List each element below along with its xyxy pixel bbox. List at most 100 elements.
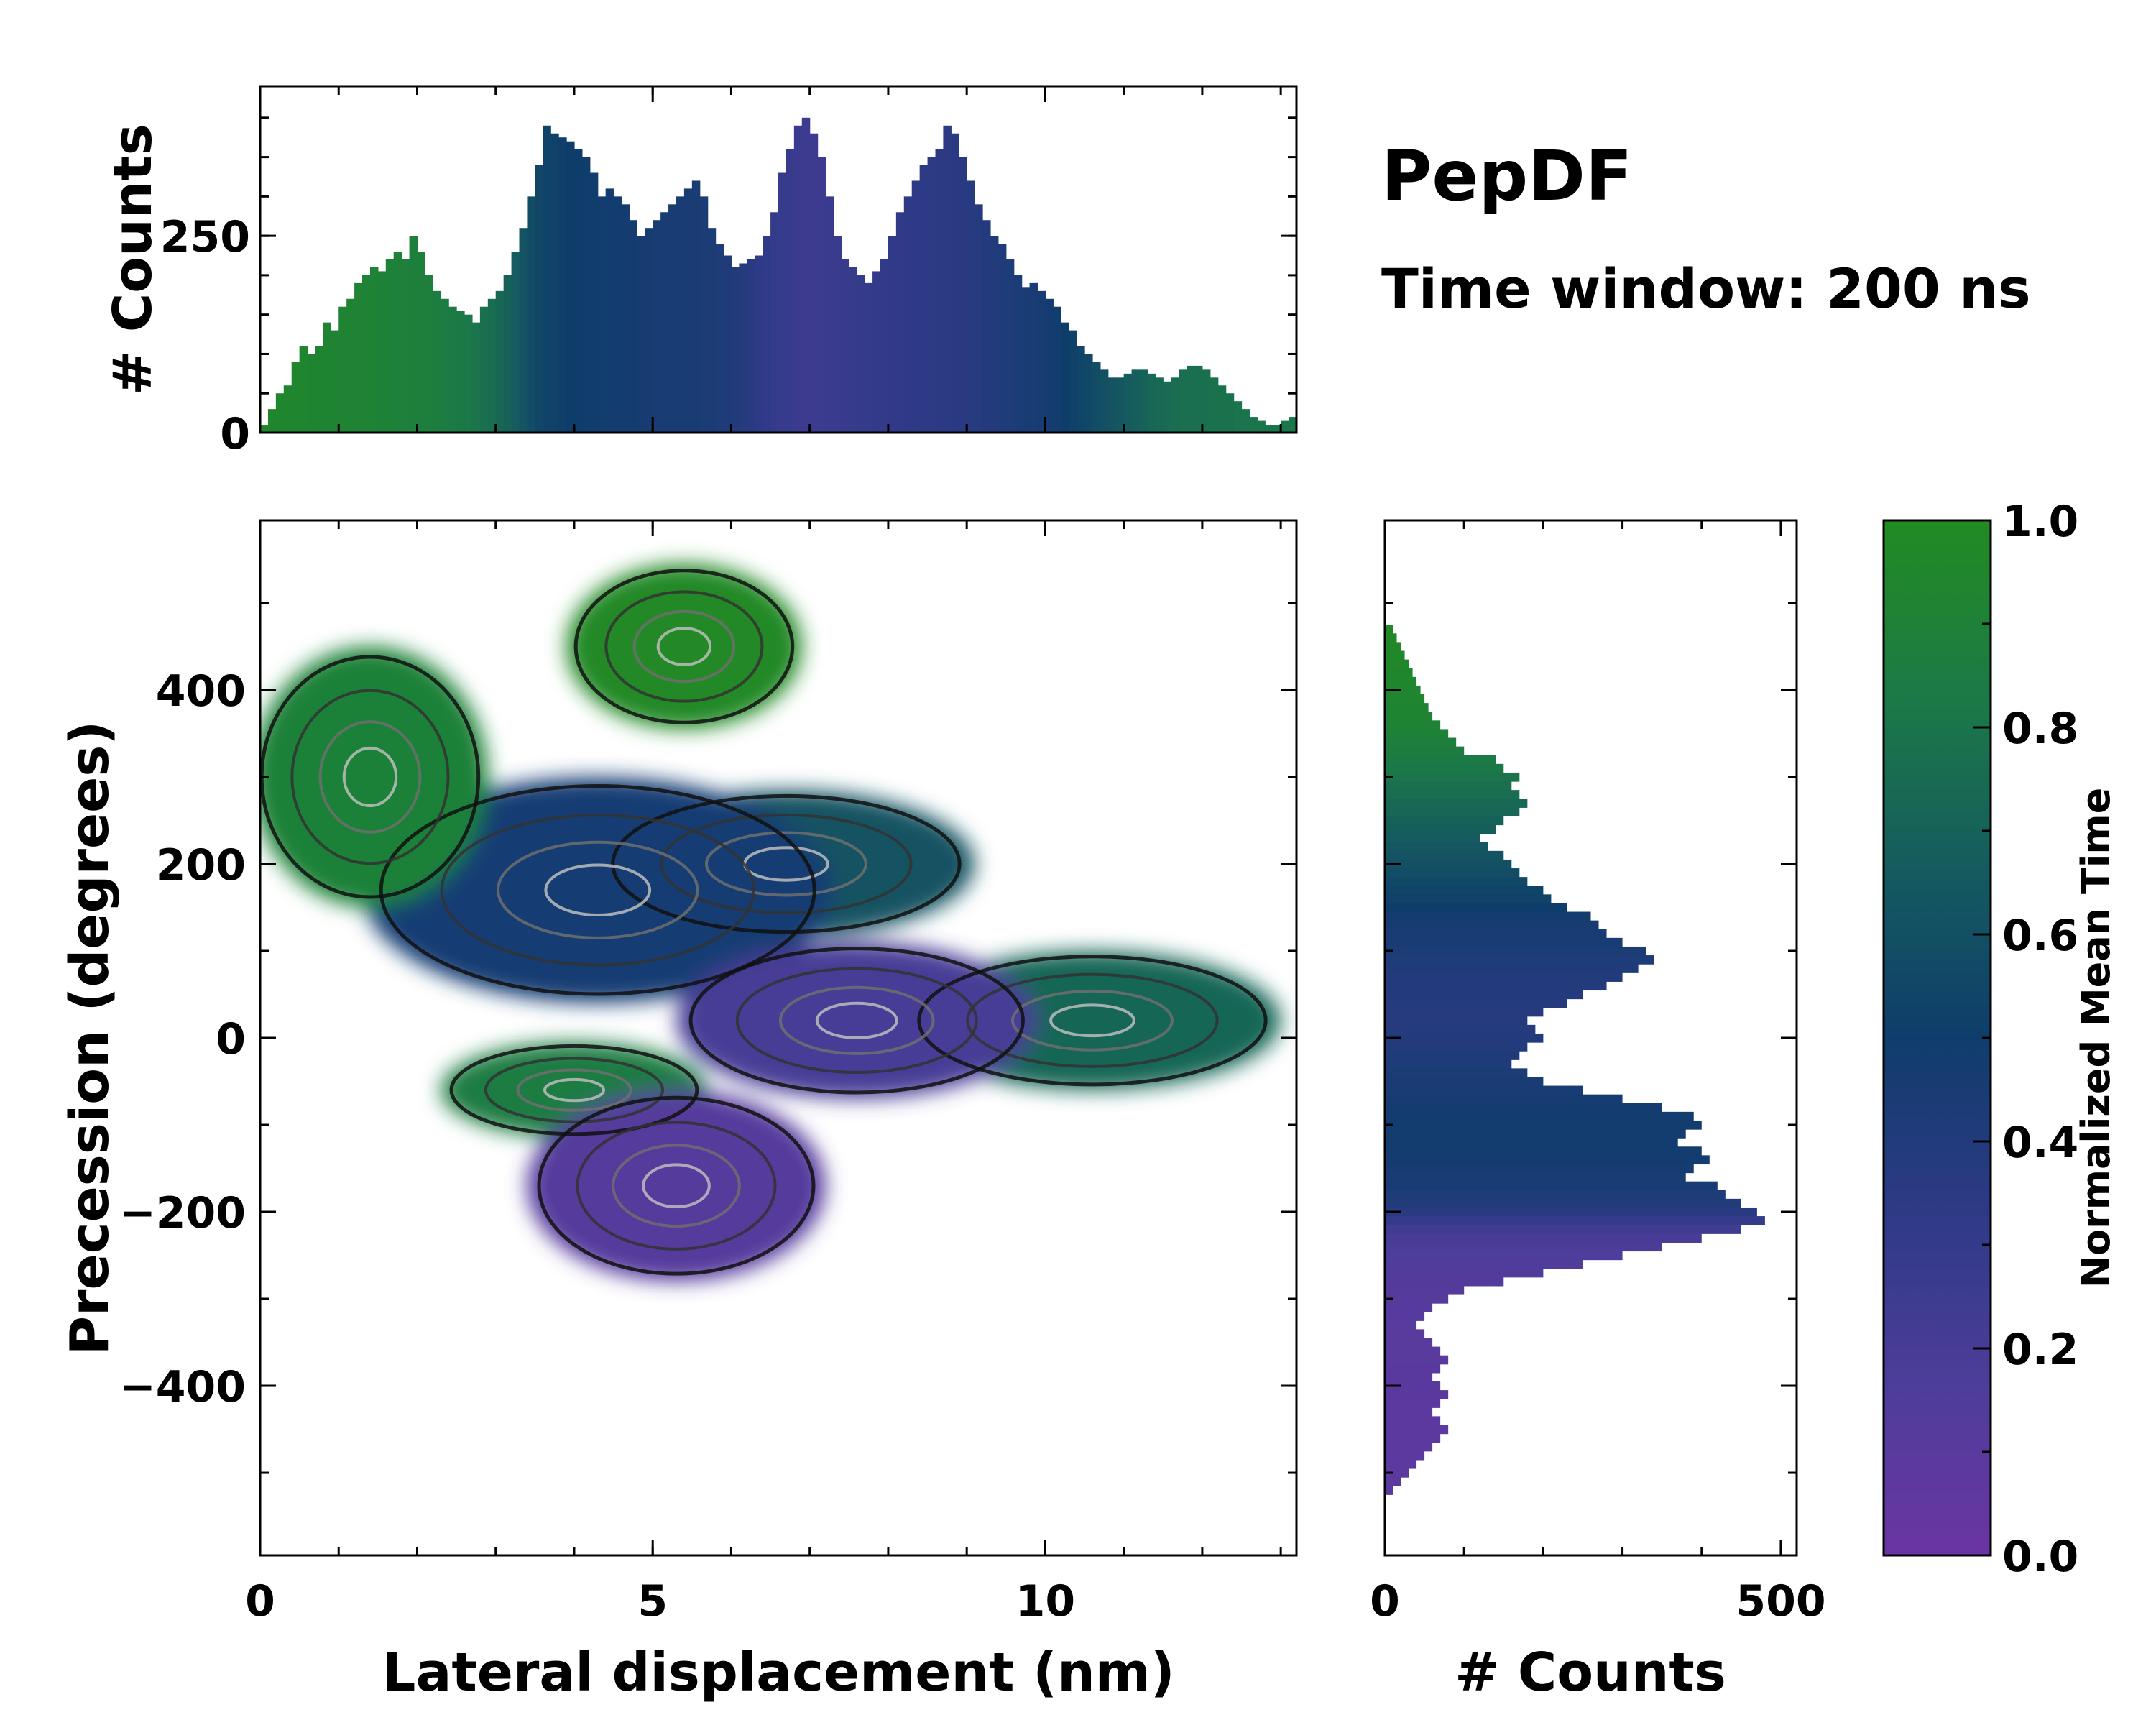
heatmap-contour	[1011, 989, 1174, 1052]
top-histogram-bar	[770, 212, 779, 433]
top-histogram-bar	[323, 322, 331, 433]
top-histogram-bar	[1202, 369, 1211, 433]
top-histogram-bar	[1155, 377, 1164, 433]
right-histogram-bar	[1385, 1059, 1512, 1069]
heatmap-contours	[260, 569, 1268, 1276]
top-histogram-bar	[935, 149, 944, 433]
right-histogram-bar	[1385, 712, 1433, 721]
right-histogram-bar	[1385, 1390, 1449, 1399]
top-histogram-bar	[1249, 417, 1258, 433]
top-histogram-bar	[385, 259, 395, 433]
heatmap-contour	[656, 627, 712, 666]
heatmap-contour	[318, 720, 422, 834]
chart-title: PepDF	[1381, 136, 1632, 216]
right-histogram-bar	[1385, 1033, 1544, 1043]
top-histogram-bar	[550, 133, 559, 433]
main-xtick-label: 10	[1015, 1576, 1076, 1627]
heatmap-contour	[612, 1144, 741, 1228]
top-histogram-bar	[731, 267, 740, 433]
top-histogram-bar	[527, 196, 535, 433]
top-histogram-bar	[299, 346, 308, 433]
right-histogram: 0 500 # Counts	[1370, 519, 1826, 1703]
top-histogram-bar	[1061, 322, 1069, 433]
top-histogram-bar	[911, 180, 921, 433]
top-histogram-bar	[653, 220, 661, 433]
top-histogram-bar	[511, 252, 520, 433]
top-histogram-bar	[967, 180, 975, 433]
right-histogram-bar	[1385, 1372, 1433, 1382]
main-ytick-label: 0	[216, 1014, 246, 1064]
right-histogram-bar	[1385, 1181, 1718, 1191]
main-ytick-label: −400	[119, 1362, 246, 1412]
heatmap-contour	[497, 840, 699, 939]
heatmap-contour	[1049, 1003, 1135, 1038]
top-histogram-bar	[519, 228, 528, 433]
heatmap-contour	[704, 831, 867, 897]
top-histogram-bar	[260, 425, 269, 433]
top-histogram-bar	[479, 306, 489, 433]
right-histogram-bar	[1385, 816, 1504, 826]
top-histogram-bar	[1107, 377, 1117, 433]
top-histogram-bar	[1210, 377, 1219, 433]
right-histogram-bar	[1385, 990, 1583, 1000]
top-histogram-bar	[943, 125, 952, 433]
heatmap-contour	[660, 813, 913, 915]
heatmap-contour	[688, 947, 1025, 1095]
right-histogram-bar	[1385, 755, 1496, 765]
right-histogram-bar	[1385, 1120, 1702, 1130]
top-histogram-bar	[543, 125, 551, 433]
main-ytick-label: −200	[119, 1188, 246, 1238]
right-histogram-bar	[1385, 720, 1441, 730]
right-histogram-ticks: 0 500	[1370, 520, 1826, 1627]
top-histogram-bar	[951, 133, 959, 433]
top-histogram-bar	[747, 259, 755, 433]
right-histogram-bar	[1385, 1085, 1583, 1095]
top-histogram-bar	[1100, 369, 1109, 433]
right-histogram-bar	[1385, 842, 1488, 852]
top-histogram-bar	[1005, 259, 1015, 433]
top-histogram-bar	[589, 172, 599, 433]
top-histogram-bar	[778, 172, 787, 433]
right-histogram-bar	[1385, 1077, 1544, 1087]
main-ylabel: Precession (degrees)	[59, 721, 121, 1355]
top-histogram-bar	[1077, 346, 1085, 433]
top-histogram-ticks: 0 250	[160, 86, 1296, 459]
top-histogram-bar	[409, 236, 418, 433]
top-histogram-bar	[621, 204, 630, 433]
top-histogram-bar	[1092, 362, 1101, 433]
heatmap-region-central-blue-ridge	[362, 776, 834, 1003]
right-histogram-bar	[1385, 1285, 1465, 1295]
top-histogram-bar	[707, 228, 717, 433]
main-heatmap-ticks: 0 5 10 400 200 0 −200 −400	[119, 520, 1296, 1627]
right-histogram-bar	[1385, 937, 1623, 947]
top-histogram-bar	[433, 290, 441, 433]
top-histogram-bar	[267, 409, 277, 433]
right-histogram-bar	[1385, 1190, 1726, 1200]
right-histogram-bar	[1385, 1198, 1741, 1208]
right-histogram-bar	[1385, 1111, 1694, 1121]
heatmap-contour	[484, 1057, 664, 1123]
right-histogram-bar	[1385, 998, 1567, 1008]
right-histogram-bar	[1385, 676, 1417, 686]
heatmap-contour	[537, 1095, 816, 1276]
right-histogram-bar	[1385, 833, 1480, 843]
top-histogram-bar	[456, 310, 465, 433]
right-histogram-bar	[1385, 1068, 1528, 1078]
top-histogram-bar	[315, 346, 323, 433]
right-histogram-bar	[1385, 1103, 1662, 1113]
top-histogram-bar	[683, 188, 693, 433]
top-histogram-bar	[1257, 420, 1266, 433]
heatmap-contour	[632, 610, 736, 684]
top-histogram-bar	[786, 149, 795, 433]
top-histogram-bar	[1187, 365, 1195, 433]
top-histogram-bar	[283, 385, 292, 433]
right-histogram-bar	[1385, 1399, 1441, 1408]
right-histogram-bar	[1385, 746, 1465, 756]
right-histogram-bar	[1385, 1276, 1504, 1287]
colorbar-tick-label: 0.0	[2002, 1532, 2078, 1582]
right-histogram-bar	[1385, 981, 1607, 991]
right-histogram-bar	[1385, 650, 1405, 661]
right-histogram-bar	[1385, 1312, 1425, 1321]
top-histogram-bar	[393, 252, 402, 433]
top-histogram-bar	[903, 196, 913, 433]
